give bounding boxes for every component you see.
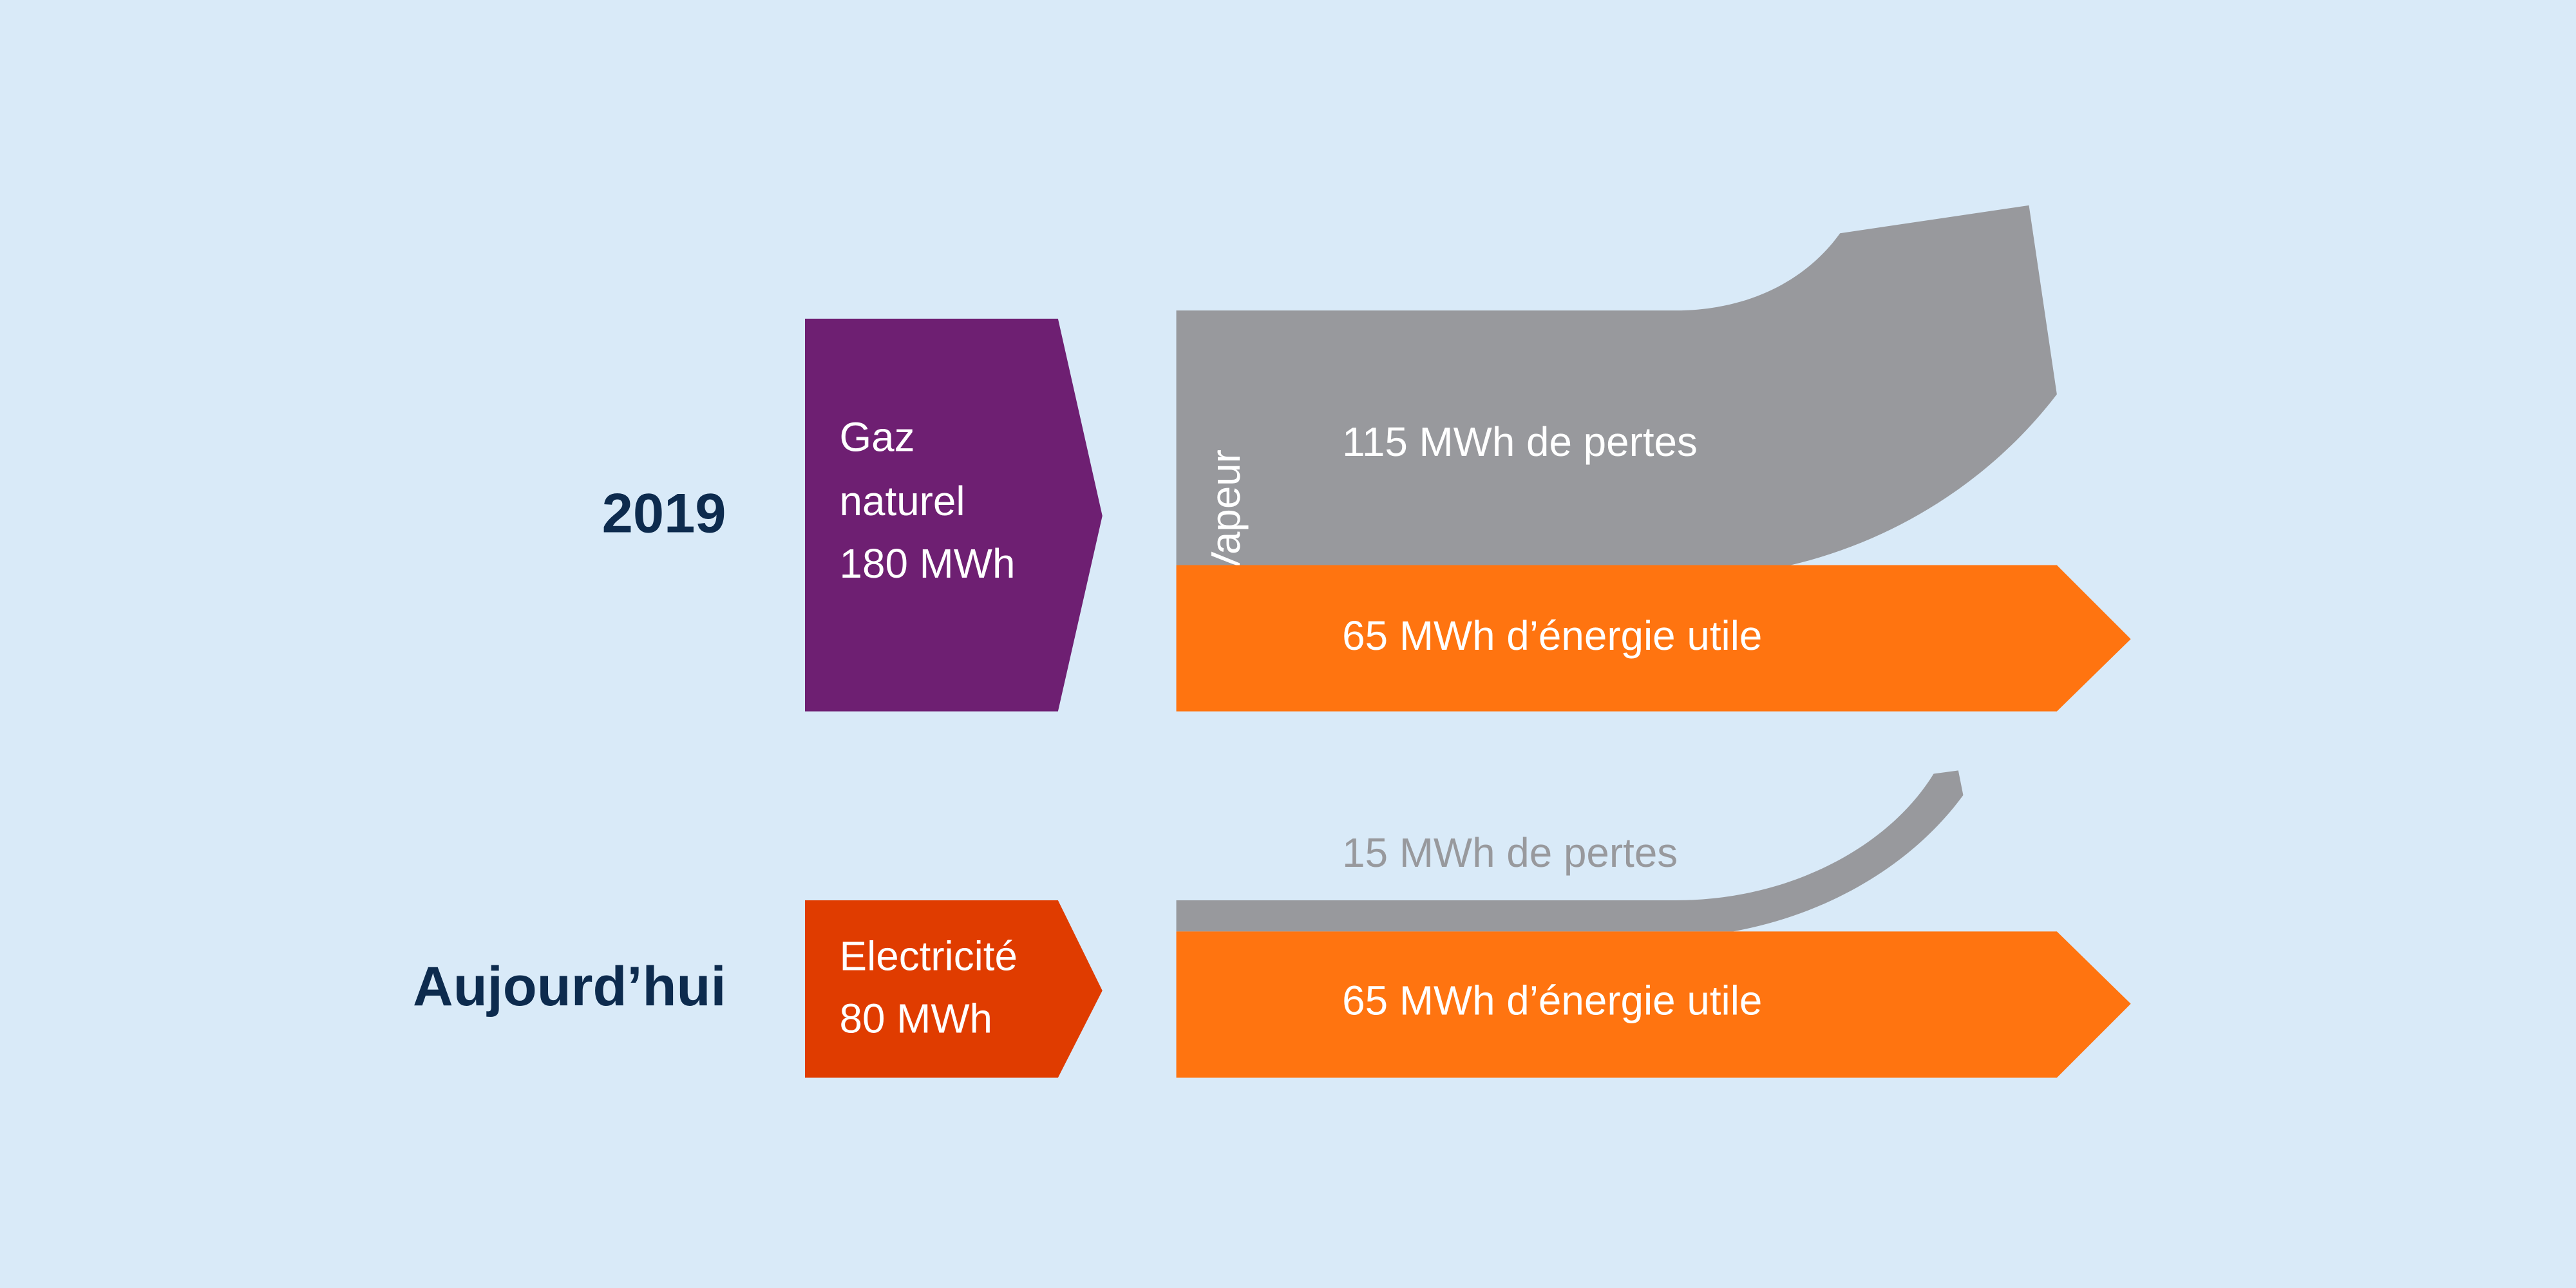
output-label: 15 MWh de pertes — [1342, 829, 1678, 876]
output-label: 65 MWh d’énergie utile — [1342, 978, 1762, 1024]
output-label: 65 MWh d’énergie utile — [1342, 612, 1762, 659]
loss-flow — [1176, 205, 2057, 565]
input-box — [805, 318, 1103, 712]
input-box — [805, 900, 1103, 1078]
row-label: 2019 — [602, 482, 726, 544]
row-label: Aujourd’hui — [413, 955, 726, 1018]
input-text: Gaz — [840, 414, 915, 460]
input-text: 80 MWh — [840, 996, 992, 1042]
useful-flow — [1176, 931, 2131, 1078]
input-text: 180 MWh — [840, 540, 1016, 587]
input-text: Electricité — [840, 933, 1018, 980]
useful-flow — [1176, 565, 2131, 712]
loss-flow — [1176, 770, 1964, 932]
output-label: 115 MWh de pertes — [1342, 419, 1698, 465]
process-label: Vapeur — [1202, 450, 1249, 579]
input-text: naturel — [840, 478, 965, 524]
